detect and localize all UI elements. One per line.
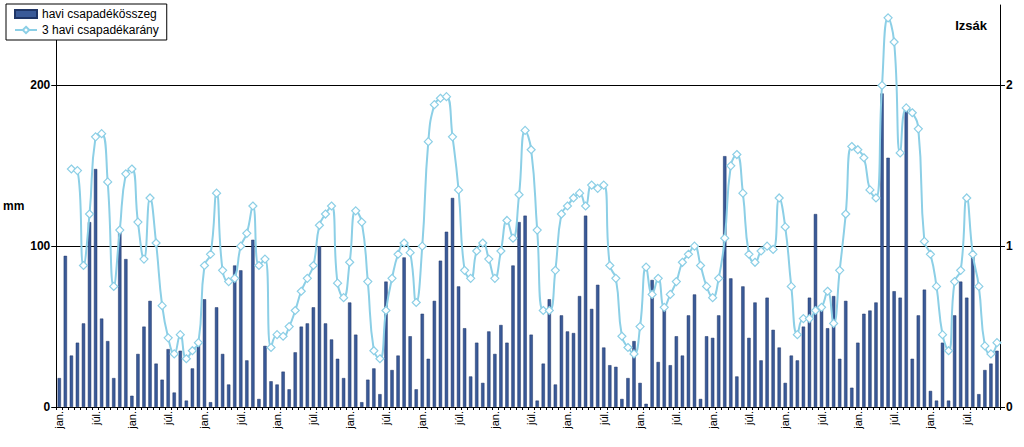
svg-text:mm: mm [3,199,24,213]
svg-text:júl.: júl. [961,411,973,426]
svg-text:Izsák: Izsák [955,18,988,33]
svg-text:júl.: júl. [598,411,610,426]
svg-text:júl.: júl. [525,411,537,426]
svg-text:júl.: júl. [307,411,319,426]
svg-text:jan.: jan. [416,411,428,430]
svg-text:1: 1 [1006,239,1013,253]
svg-text:jan.: jan. [53,411,65,430]
svg-text:jan.: jan. [707,411,719,430]
svg-text:jan.: jan. [344,411,356,430]
svg-text:jan.: jan. [924,411,936,430]
svg-text:2: 2 [1006,78,1013,92]
svg-text:3 havi csapadékarány: 3 havi csapadékarány [42,23,159,37]
svg-text:júl.: júl. [90,411,102,426]
svg-text:júl.: júl. [453,411,465,426]
svg-text:júl.: júl. [816,411,828,426]
svg-text:jan.: jan. [271,411,283,430]
svg-text:júl.: júl. [380,411,392,426]
svg-text:jan.: jan. [561,411,573,430]
svg-text:200: 200 [30,78,50,92]
svg-text:jan.: jan. [852,411,864,430]
svg-text:100: 100 [30,239,50,253]
svg-text:júl.: júl. [888,411,900,426]
svg-text:jan.: jan. [198,411,210,430]
svg-text:jan.: jan. [779,411,791,430]
svg-text:júl.: júl. [670,411,682,426]
svg-text:havi csapadékösszeg: havi csapadékösszeg [42,7,157,21]
svg-text:júl.: júl. [235,411,247,426]
svg-text:0: 0 [44,400,51,414]
svg-text:jan.: jan. [634,411,646,430]
svg-text:júl.: júl. [743,411,755,426]
svg-text:jan.: jan. [126,411,138,430]
svg-text:jan.: jan. [489,411,501,430]
svg-text:0: 0 [1006,400,1013,414]
svg-text:júl.: júl. [162,411,174,426]
